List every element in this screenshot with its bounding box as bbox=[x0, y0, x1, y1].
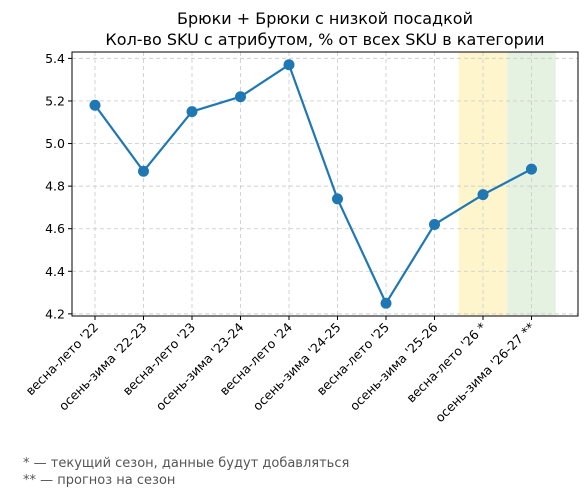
footnote-current-season: * — текущий сезон, данные будут добавлят… bbox=[23, 456, 350, 471]
data-point bbox=[235, 91, 246, 103]
x-tick-label: осень-зима '25-26 bbox=[347, 319, 441, 413]
data-point bbox=[332, 193, 343, 205]
data-point bbox=[477, 189, 489, 201]
x-tick-label: осень-зима '23-24 bbox=[153, 319, 247, 413]
data-point bbox=[526, 163, 537, 175]
footnote-forecast: ** — прогноз на сезон bbox=[23, 473, 176, 488]
y-tick-label: 4.2 bbox=[45, 306, 65, 321]
x-tick-label: осень-зима '24-25 bbox=[250, 320, 344, 414]
chart-title: Брюки + Брюки с низкой посадкой bbox=[177, 9, 473, 28]
y-tick-label: 4.8 bbox=[45, 179, 65, 194]
season-highlights bbox=[458, 52, 556, 316]
data-point bbox=[89, 99, 101, 111]
y-tick-label: 5.2 bbox=[45, 93, 65, 108]
data-point bbox=[186, 106, 198, 118]
series bbox=[89, 59, 537, 309]
grid bbox=[72, 52, 578, 316]
data-point bbox=[283, 59, 295, 71]
data-point bbox=[138, 165, 149, 177]
line-chart: 4.2 4.4 4.6 4.8 5.0 5.2 5.4 весна-лето '22осен… bbox=[22, 9, 579, 426]
y-tick-label: 4.6 bbox=[45, 221, 65, 236]
y-axis: 4.2 4.4 4.6 4.8 5.0 5.2 5.4 bbox=[45, 51, 72, 321]
y-tick-label: 5.0 bbox=[45, 136, 65, 151]
chart-subtitle: Кол-во SKU с атрибутом, % от всех SKU в … bbox=[105, 30, 544, 49]
data-point bbox=[429, 218, 440, 230]
x-tick-label: осень-зима '22-23 bbox=[56, 320, 150, 414]
y-tick-label: 4.4 bbox=[45, 264, 65, 279]
plot-frame bbox=[71, 51, 579, 317]
series-line bbox=[94, 63, 533, 305]
x-tick-label: осень-зима '26-27 ** bbox=[432, 320, 538, 426]
y-tick-label: 5.4 bbox=[45, 51, 65, 66]
data-point bbox=[380, 297, 392, 309]
